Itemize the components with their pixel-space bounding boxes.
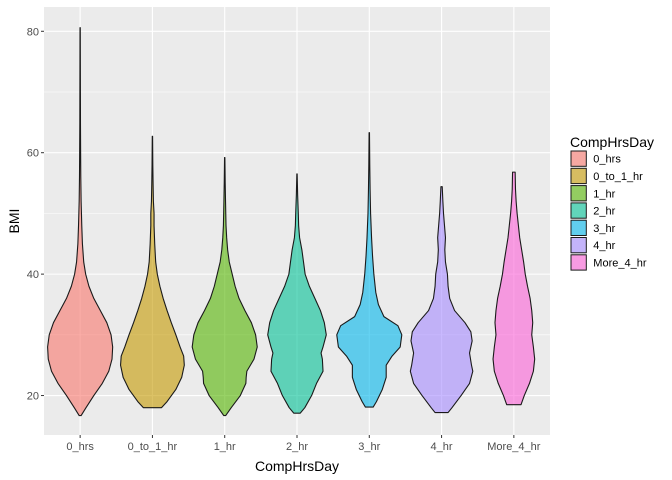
violin-More_4_hr [492, 171, 536, 406]
y-tick-label: 40 [27, 269, 39, 281]
x-tick-label: 4_hr [431, 441, 453, 453]
legend-swatch-2_hr [570, 202, 587, 219]
violins [47, 27, 536, 417]
legend-swatch-0_hrs [570, 150, 587, 167]
violin-4_hr [409, 186, 474, 414]
violin-0_hrs [47, 27, 114, 417]
y-tick-label: 60 [27, 148, 39, 160]
x-axis: 0_hrs 0_to_1_hr 1_hr 2_hr 3_hr 4_hr More_4_hr [66, 435, 541, 453]
legend-label: 0_to_1_hr [593, 171, 643, 183]
legend-label: 0_hrs [593, 154, 621, 166]
x-tick-label: 0_to_1_hr [128, 441, 178, 453]
x-axis-title: CompHrsDay [255, 458, 339, 474]
x-tick-label: 2_hr [286, 441, 308, 453]
legend-swatch-3_hr [570, 219, 587, 236]
x-tick-label: 0_hrs [66, 441, 94, 453]
violin-3_hr [336, 132, 403, 408]
x-tick-label: 3_hr [358, 441, 380, 453]
legend-swatch-1_hr [570, 185, 587, 202]
violin-2_hr [267, 173, 327, 414]
violin-0_to_1_hr [120, 135, 185, 409]
y-tick-label: 20 [27, 391, 39, 403]
legend-label: 4_hr [593, 240, 615, 252]
legend-swatch-4_hr [570, 237, 587, 254]
legend-label: More_4_hr [593, 257, 647, 269]
legend-label: 1_hr [593, 188, 615, 200]
x-tick-label: More_4_hr [487, 441, 541, 453]
legend-swatch-0_to_1_hr [570, 167, 587, 185]
x-tick-label: 1_hr [214, 441, 236, 453]
legend-label: 3_hr [593, 223, 615, 235]
legend-label: 2_hr [593, 206, 615, 218]
y-tick-label: 80 [27, 26, 39, 38]
legend-swatch-More_4_hr [570, 254, 587, 271]
y-axis-title: BMI [6, 209, 22, 234]
violin-1_hr [191, 157, 258, 417]
legend: CompHrsDay 0_hrs 0_to_1_hr 1_hr 2_hr 3_hr 4_h… [570, 134, 654, 271]
y-axis: 20 40 60 80 [27, 26, 44, 403]
legend-title: CompHrsDay [570, 134, 654, 150]
